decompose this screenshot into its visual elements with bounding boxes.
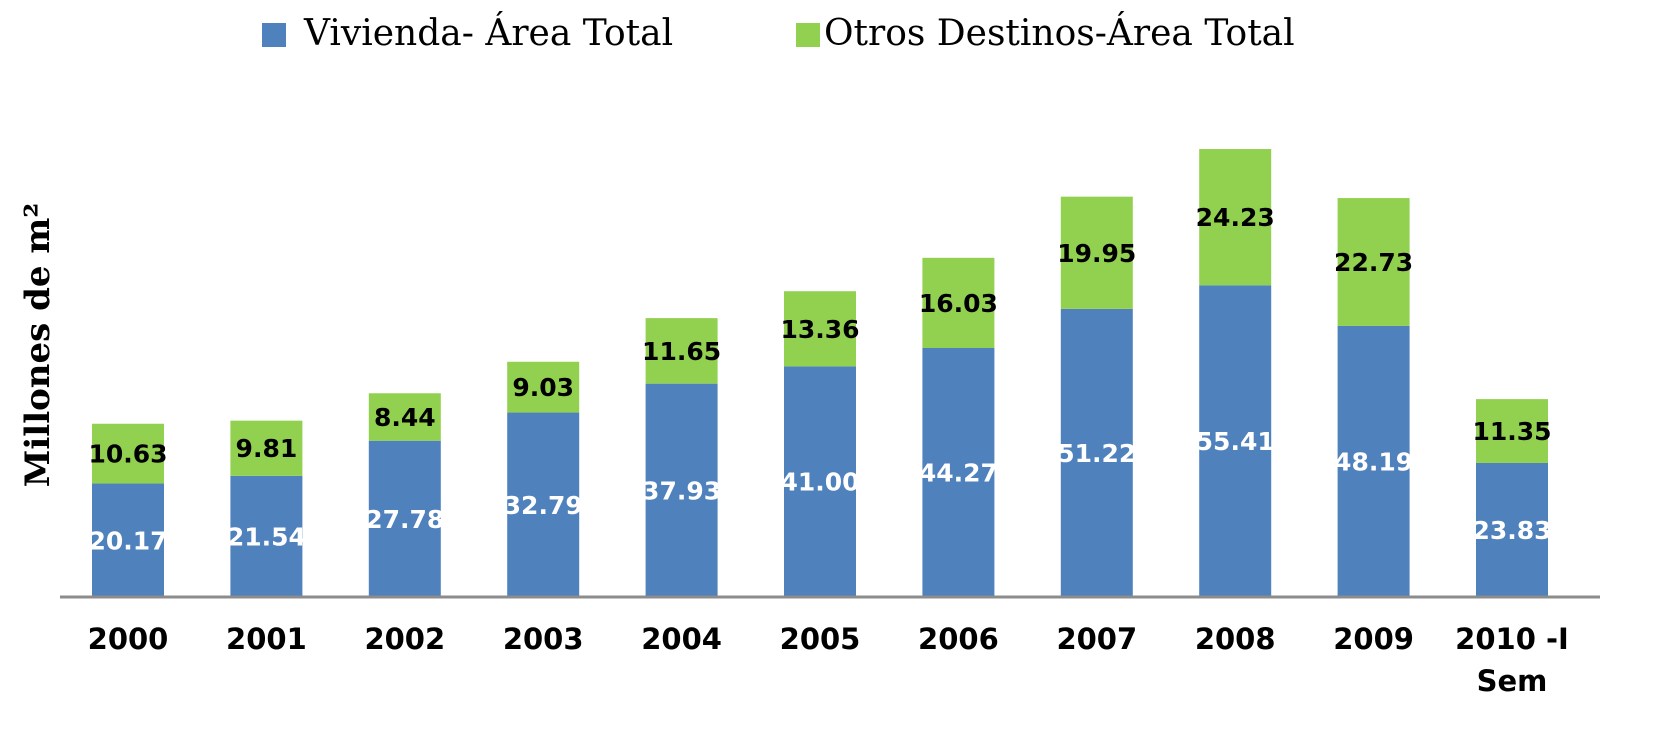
value-label: 9.81 (236, 434, 298, 463)
bar-segment (1199, 149, 1272, 286)
bar-segment (1060, 308, 1133, 597)
value-label: 19.95 (1057, 239, 1136, 268)
value-label: 10.63 (88, 440, 167, 469)
bar-segment (230, 475, 303, 597)
x-tick-label: 2002 (364, 622, 446, 656)
value-label: 13.36 (780, 315, 859, 344)
value-label: 21.54 (227, 522, 306, 551)
bar-segment (507, 361, 580, 413)
legend-label: Otros Destinos-Área Total (824, 12, 1295, 54)
bar-segment (645, 318, 718, 384)
bar-segment (784, 366, 856, 597)
bar-segment (645, 383, 718, 597)
x-tick-label: 2007 (1056, 622, 1138, 656)
value-label: 11.65 (642, 337, 721, 366)
bar-segment (1060, 196, 1133, 309)
bar-segment (368, 440, 441, 597)
value-label: 32.79 (504, 491, 583, 520)
bar-segment (1199, 285, 1272, 597)
x-tick-label: 2005 (779, 622, 861, 656)
bar-segment (1476, 462, 1548, 597)
y-axis-title: Millones de m² (18, 203, 58, 488)
value-label: 24.23 (1196, 203, 1275, 232)
bar-segment (784, 291, 856, 367)
value-label: 16.03 (919, 289, 998, 318)
bar-segment (922, 257, 995, 348)
value-label: 27.78 (365, 505, 444, 534)
x-tick-label: 2003 (502, 622, 584, 656)
value-label: 9.03 (512, 373, 574, 402)
value-label: 55.41 (1196, 427, 1275, 456)
legend-label: Vivienda- Área Total (303, 12, 673, 54)
legend-swatch (796, 23, 820, 47)
value-label: 8.44 (374, 403, 436, 432)
x-tick-label: 2008 (1194, 622, 1276, 656)
bar-segment (922, 347, 995, 597)
bar-segment (1337, 198, 1410, 326)
value-label: 48.19 (1334, 447, 1413, 476)
legend-swatch (262, 23, 286, 47)
bar-segment (92, 423, 164, 484)
value-label: 44.27 (919, 458, 998, 487)
bar-segment (1476, 399, 1548, 463)
value-label: 37.93 (642, 476, 721, 505)
bar-segment (507, 412, 580, 597)
x-tick-label: 2000 (87, 622, 169, 656)
x-tick-label: 2010 -I Sem (1455, 622, 1569, 698)
x-tick-label: 2004 (641, 622, 722, 656)
bar-segment (368, 393, 441, 441)
x-tick-label: 2006 (918, 622, 999, 656)
x-tick-label: 2001 (226, 622, 307, 656)
bar-segment (230, 420, 303, 476)
value-label: 41.00 (780, 468, 859, 497)
bar-segment (92, 483, 164, 597)
value-label: 23.83 (1472, 516, 1551, 545)
value-label: 11.35 (1472, 417, 1551, 446)
value-label: 20.17 (88, 526, 167, 555)
x-tick-label: 2009 (1333, 622, 1414, 656)
bar-segment (1337, 325, 1410, 597)
value-label: 51.22 (1057, 439, 1136, 468)
value-label: 22.73 (1334, 248, 1413, 277)
